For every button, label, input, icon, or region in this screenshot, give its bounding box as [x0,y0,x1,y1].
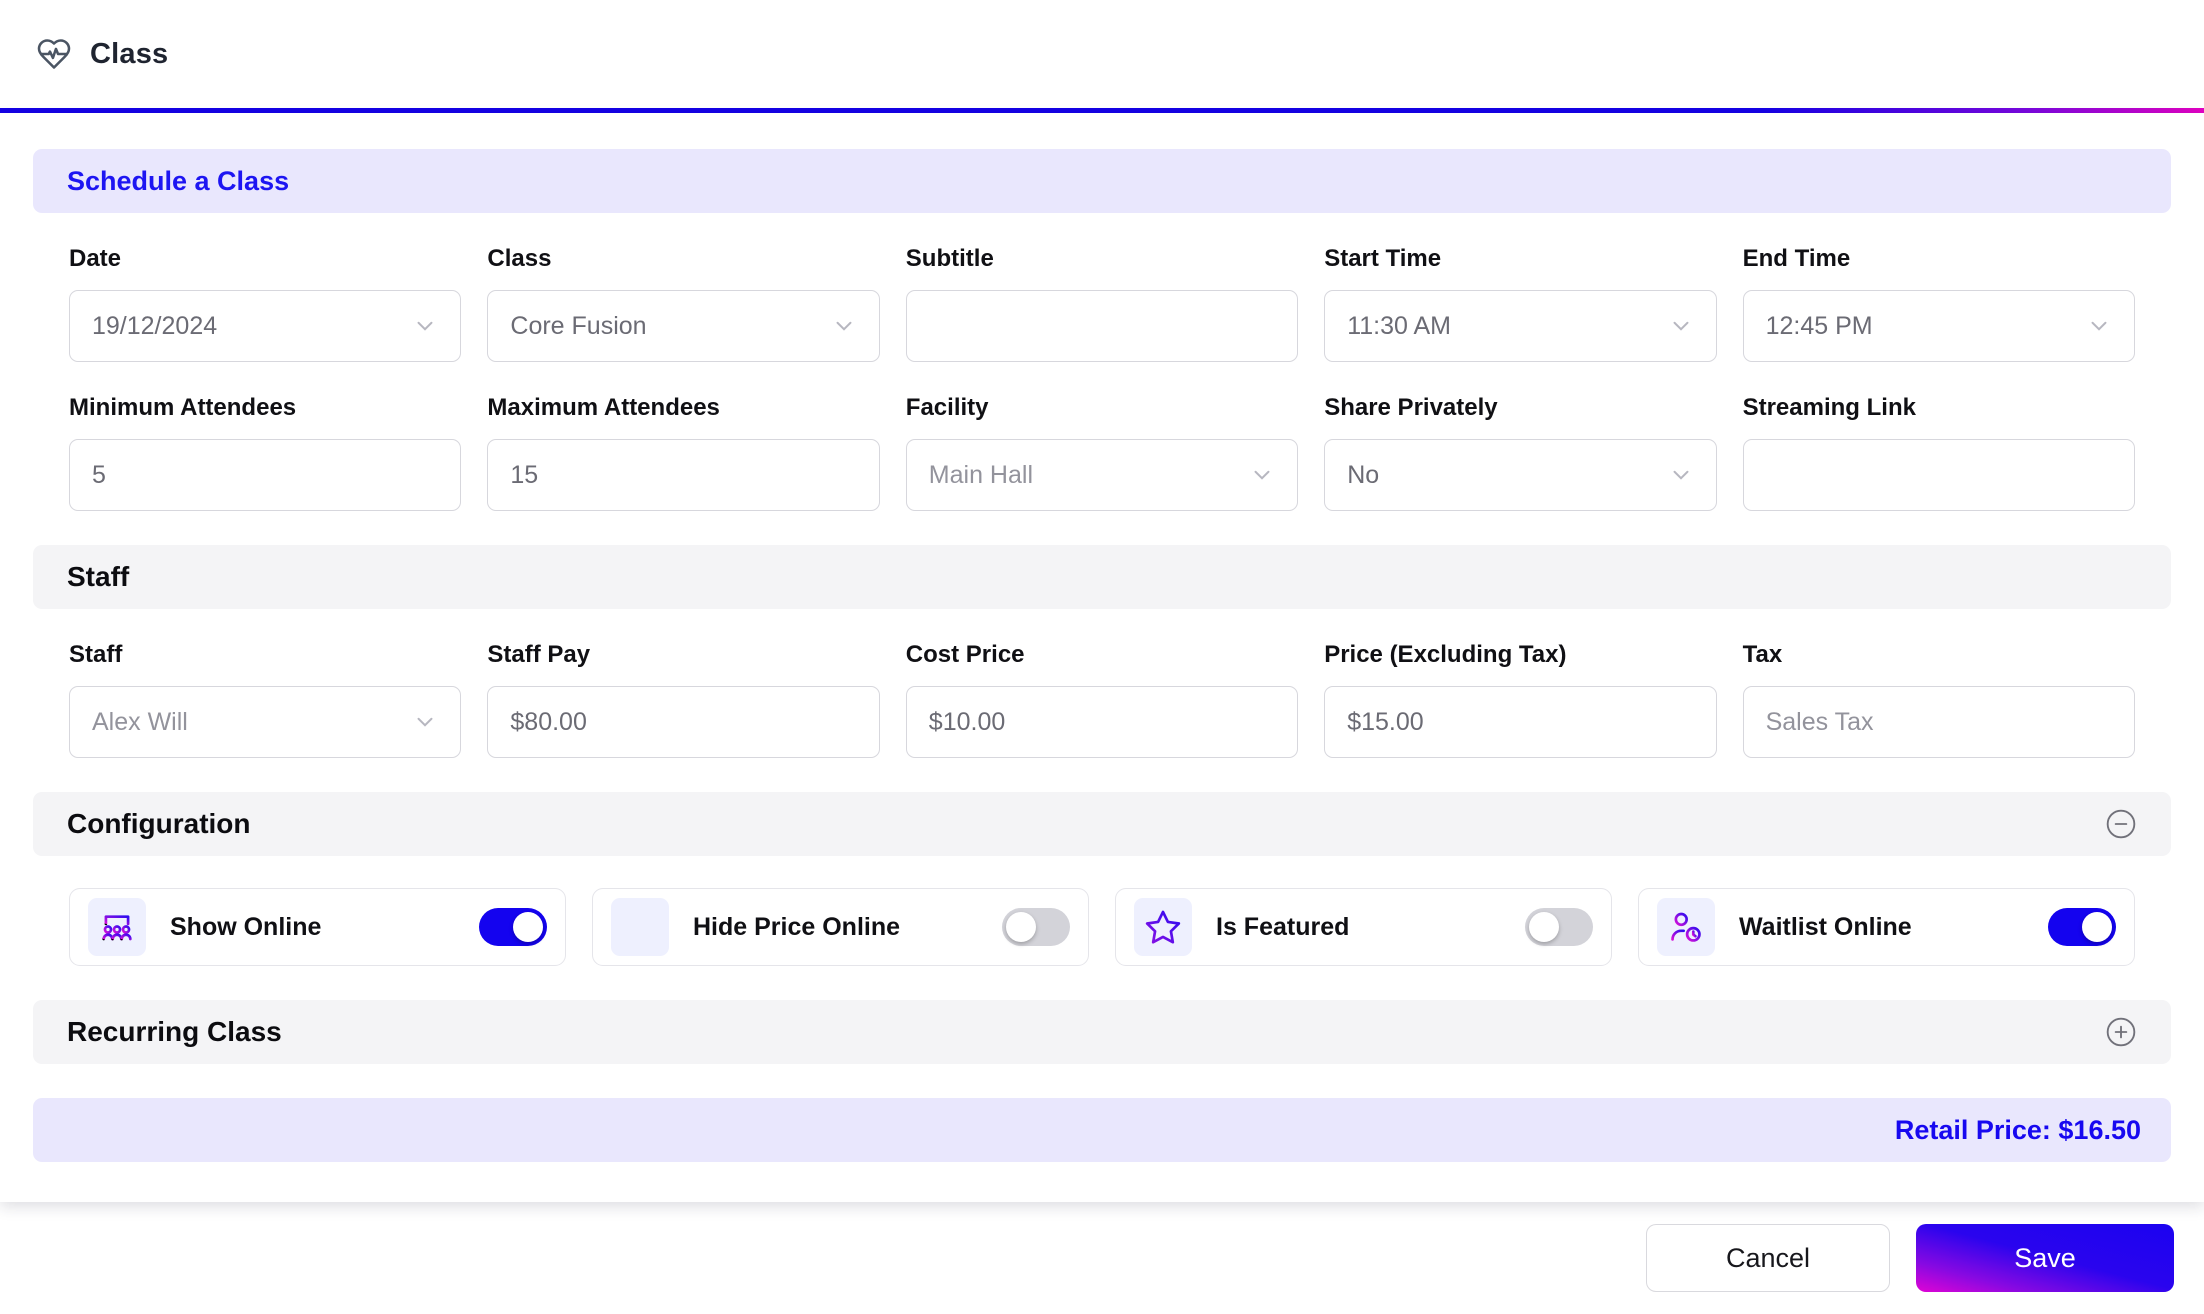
show-online-label: Show Online [170,912,322,941]
tax-input[interactable]: Sales Tax [1742,686,2135,758]
streaming-link-input[interactable] [1742,439,2135,511]
tax-label: Tax [1742,641,1783,668]
retail-price-text: Retail Price: $16.50 [1894,1114,2141,1145]
gradient-divider [0,108,2204,113]
staff-label: Staff [69,641,123,668]
toggle-cards-row: Show Online Hide Price Online [33,888,2171,966]
configuration-section-header: Configuration [33,792,2171,856]
field-cost-price: Cost Price $10.00 [905,641,1299,758]
facility-label: Facility [905,394,989,421]
staff-section-title: Staff [67,561,130,592]
field-max-attendees: Maximum Attendees 15 [487,394,880,511]
field-start-time: Start Time 11:30 AM [1324,245,1717,362]
form-title: Schedule a Class [67,165,290,196]
barcode-icon [611,898,669,956]
date-label: Date [69,245,122,272]
recurring-section-header: Recurring Class [33,1000,2171,1064]
form-row-1: Date 19/12/2024 Class Core Fusion Subtit… [33,245,2171,362]
class-label: Class [487,245,552,272]
is-featured-label: Is Featured [1216,912,1350,941]
share-privately-label: Share Privately [1324,394,1498,421]
field-staff: Staff Alex Will [69,641,462,758]
is-featured-card: Is Featured [1115,888,1612,966]
field-subtitle: Subtitle [905,245,1299,362]
waitlist-online-card: Waitlist Online [1638,888,2135,966]
facility-select[interactable]: Main Hall [905,439,1299,511]
field-facility: Facility Main Hall [905,394,1299,511]
field-end-time: End Time 12:45 PM [1742,245,2135,362]
field-min-attendees: Minimum Attendees 5 [69,394,462,511]
save-button[interactable]: Save [1916,1224,2174,1292]
field-tax: Tax Sales Tax [1742,641,2135,758]
field-date: Date 19/12/2024 [69,245,462,362]
footer-actions: Cancel Save [0,1202,2204,1314]
app-header: Class [0,0,2204,108]
staff-pay-label: Staff Pay [487,641,591,668]
end-time-label: End Time [1742,245,1851,272]
retail-price-bar: Retail Price: $16.50 [33,1098,2171,1162]
date-select[interactable]: 19/12/2024 [69,290,462,362]
show-online-card: Show Online [69,888,566,966]
subtitle-input[interactable] [905,290,1299,362]
staff-pay-input[interactable]: $80.00 [487,686,880,758]
heart-pulse-icon [37,39,71,69]
field-streaming-link: Streaming Link [1742,394,2135,511]
cancel-button[interactable]: Cancel [1646,1224,1890,1292]
page-title: Class [90,37,169,70]
price-excl-tax-input[interactable]: $15.00 [1324,686,1717,758]
min-attendees-label: Minimum Attendees [69,394,297,421]
chevron-down-icon [417,717,433,727]
form-row-2: Minimum Attendees 5 Maximum Attendees 15… [33,394,2171,511]
waitlist-online-label: Waitlist Online [1739,912,1912,941]
start-time-select[interactable]: 11:30 AM [1324,290,1717,362]
collapse-minus-icon[interactable] [2105,808,2137,840]
hide-price-online-toggle[interactable] [1002,908,1070,946]
field-staff-pay: Staff Pay $80.00 [487,641,880,758]
streaming-link-label: Streaming Link [1742,394,1916,421]
chevron-down-icon [2091,321,2107,331]
chevron-down-icon [1254,470,1270,480]
min-attendees-input[interactable]: 5 [69,439,462,511]
share-privately-select[interactable]: No [1324,439,1717,511]
chevron-down-icon [417,321,433,331]
field-share-privately: Share Privately No [1324,394,1717,511]
max-attendees-label: Maximum Attendees [487,394,720,421]
cost-price-label: Cost Price [905,641,1025,668]
end-time-select[interactable]: 12:45 PM [1742,290,2135,362]
form-title-banner: Schedule a Class [33,149,2171,213]
class-select[interactable]: Core Fusion [487,290,880,362]
staff-section-header: Staff [33,545,2171,609]
max-attendees-input[interactable]: 15 [487,439,880,511]
waitlist-online-toggle[interactable] [2048,908,2116,946]
staff-row: Staff Alex Will Staff Pay $80.00 Cost Pr… [33,641,2171,758]
show-online-toggle[interactable] [479,908,547,946]
star-icon [1134,898,1192,956]
cost-price-input[interactable]: $10.00 [905,686,1299,758]
field-price-excl-tax: Price (Excluding Tax) $15.00 [1324,641,1717,758]
expand-plus-icon[interactable] [2105,1016,2137,1048]
schedule-form-panel: Schedule a Class Date 19/12/2024 Class C… [0,113,2204,1202]
staff-select[interactable]: Alex Will [69,686,462,758]
chevron-down-icon [1673,321,1689,331]
hide-price-online-card: Hide Price Online [592,888,1089,966]
chevron-down-icon [1673,470,1689,480]
start-time-label: Start Time [1324,245,1442,272]
chevron-down-icon [836,321,852,331]
hide-price-online-label: Hide Price Online [693,912,901,941]
field-class: Class Core Fusion [487,245,880,362]
recurring-section-title: Recurring Class [67,1016,282,1047]
user-clock-icon [1657,898,1715,956]
configuration-section-title: Configuration [67,808,251,839]
subtitle-label: Subtitle [905,245,994,272]
is-featured-toggle[interactable] [1525,908,1593,946]
group-icon [88,898,146,956]
price-excl-tax-label: Price (Excluding Tax) [1324,641,1567,668]
